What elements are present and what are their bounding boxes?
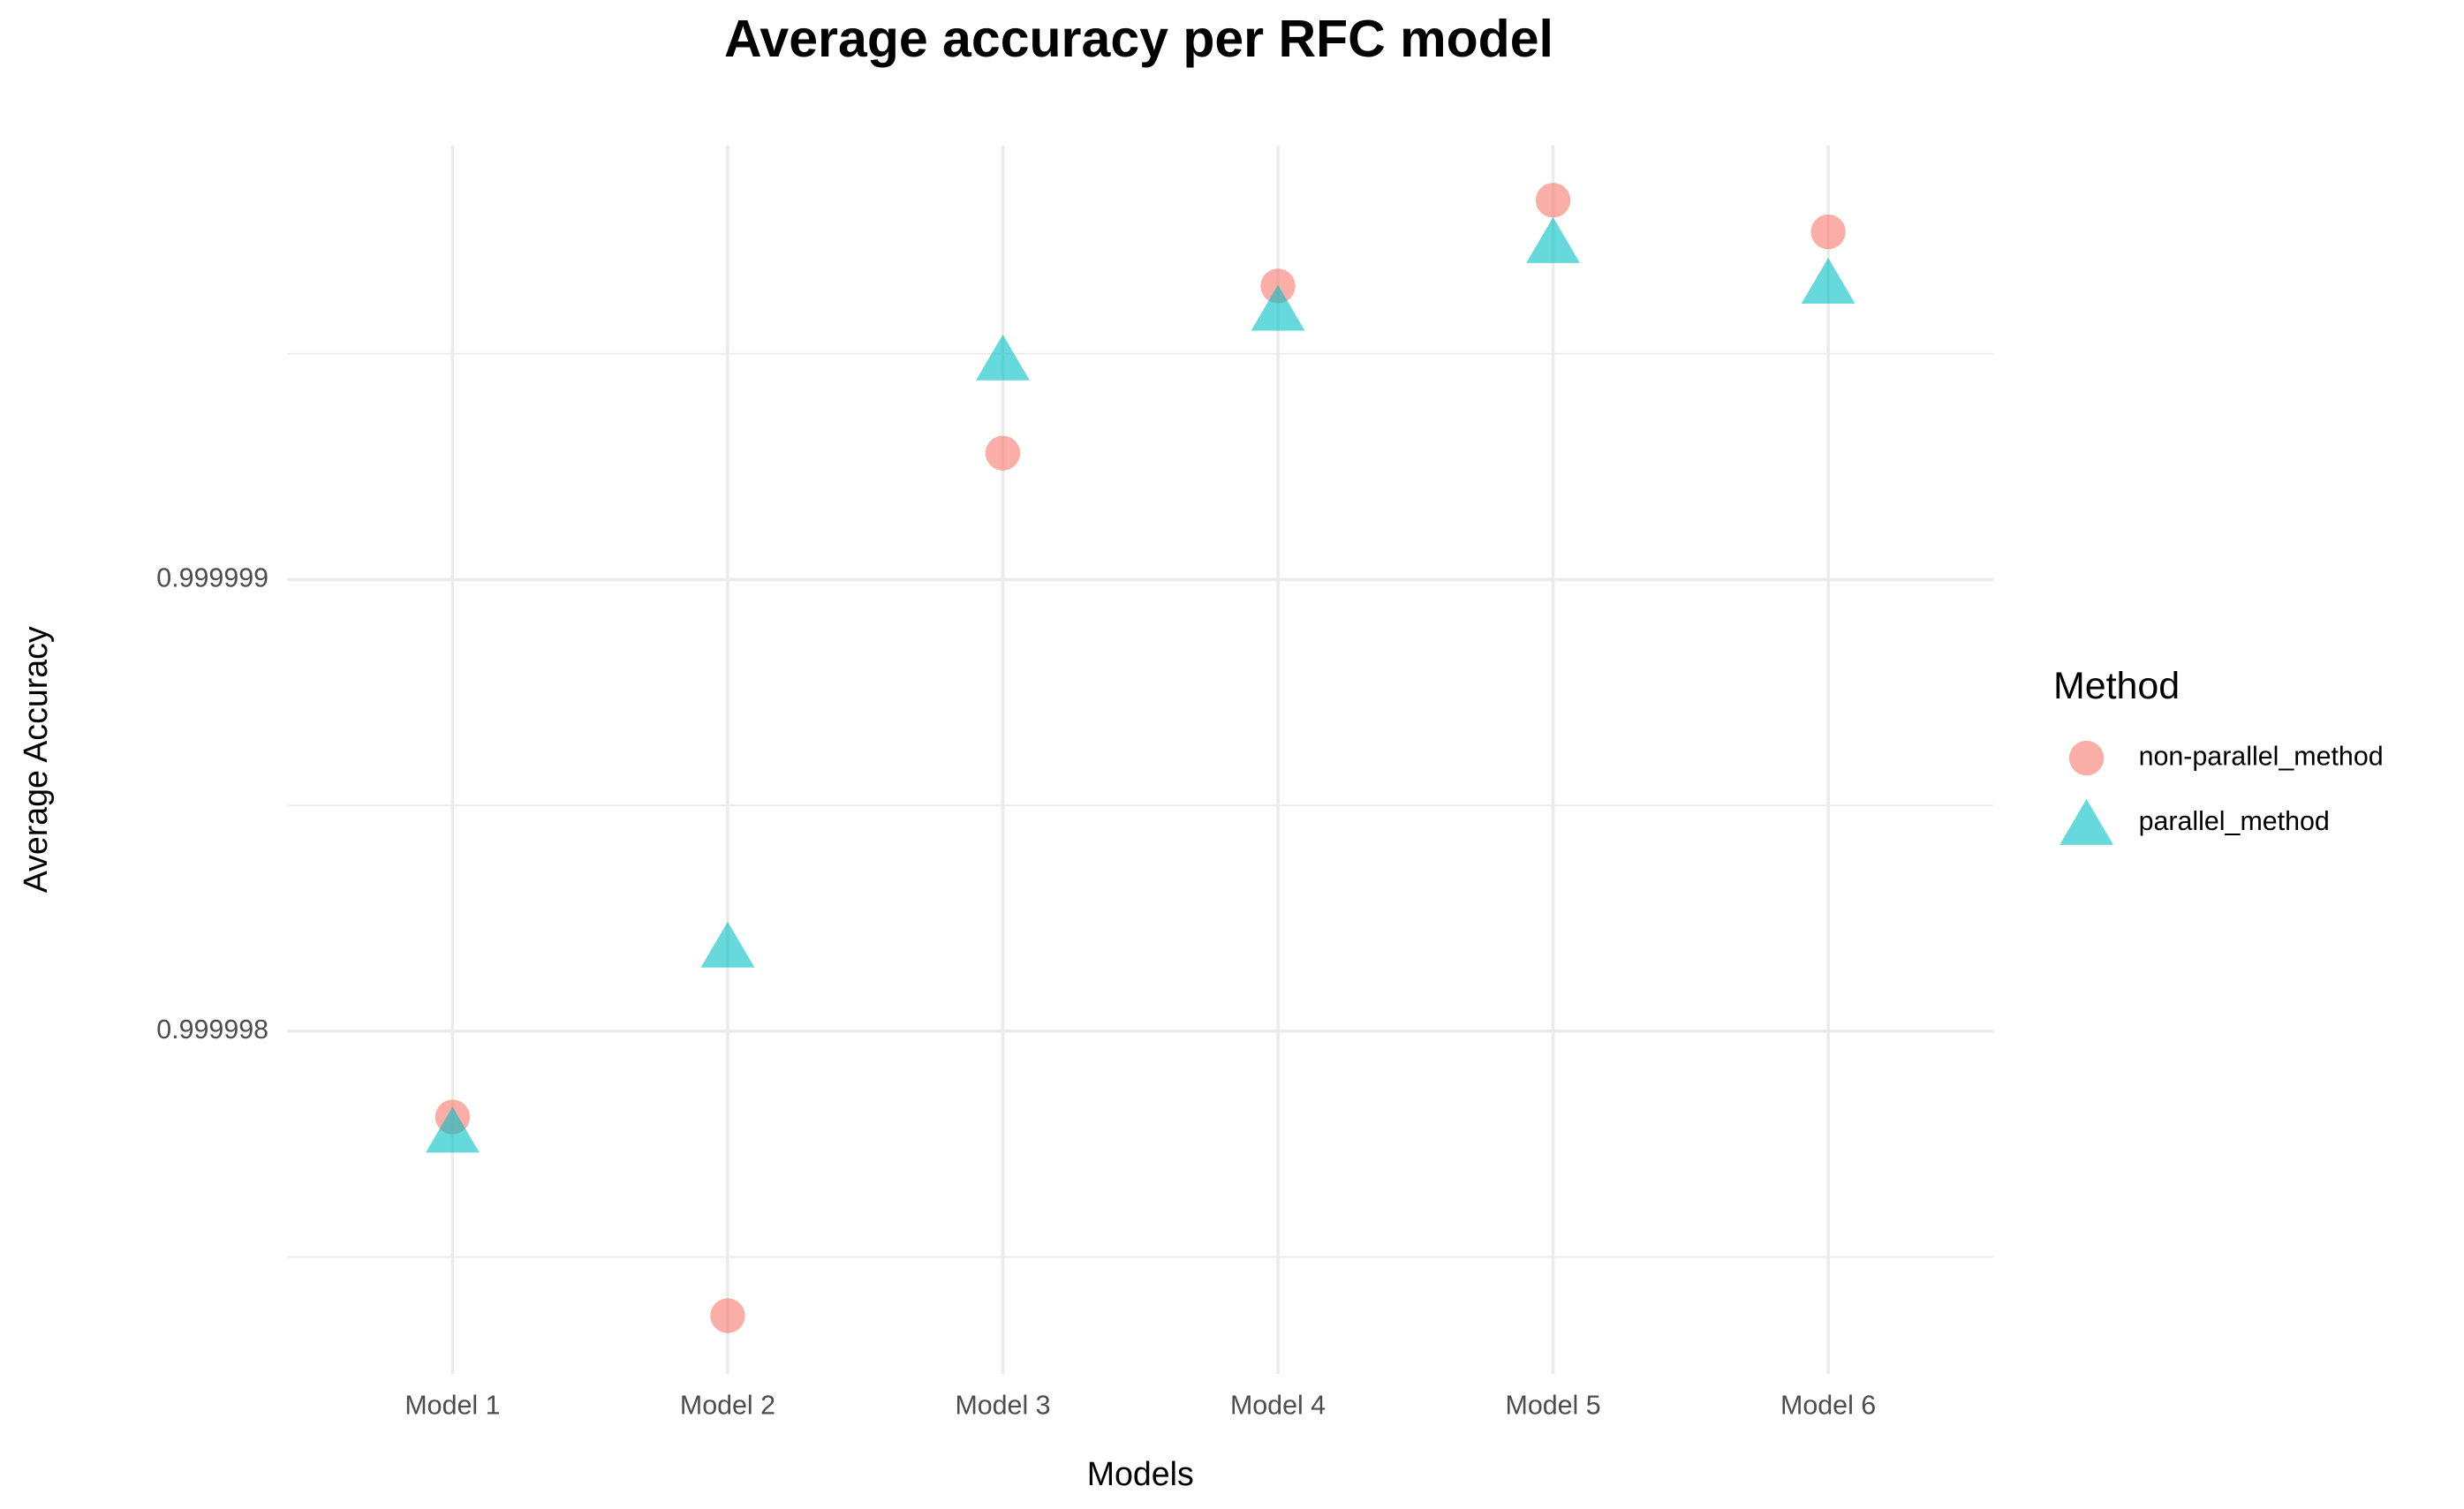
grid (287, 145, 1994, 1375)
y-tick-label: 0.999999 (156, 562, 268, 592)
x-tick-label: Model 5 (1506, 1391, 1601, 1421)
x-tick-label: Model 6 (1780, 1391, 1876, 1421)
x-tick-label: Model 1 (404, 1391, 500, 1421)
point (700, 921, 755, 968)
point (710, 1298, 745, 1333)
chart-title: Average accuracy per RFC model (724, 10, 1553, 68)
point (976, 334, 1030, 381)
x-tick-label: Model 4 (1230, 1391, 1326, 1421)
legend-key (2060, 799, 2113, 845)
legend-key (2068, 740, 2105, 776)
marks (426, 183, 1856, 1333)
y-tick-label: 0.999998 (156, 1015, 268, 1045)
point (1535, 183, 1571, 218)
legend-title: Method (2053, 665, 2180, 707)
x-tick-label: Model 3 (955, 1391, 1050, 1421)
y-axis-title: Average Accuracy (17, 626, 54, 893)
point (1810, 214, 1846, 250)
point (1801, 257, 1856, 304)
x-axis-title: Models (1087, 1455, 1194, 1492)
x-tick-label: Model 2 (680, 1391, 775, 1421)
legend-label: non-parallel_method (2139, 742, 2384, 772)
point (1251, 284, 1305, 331)
point (426, 1106, 480, 1153)
point (1526, 216, 1580, 263)
legend-label: parallel_method (2139, 806, 2330, 836)
point (985, 435, 1021, 471)
